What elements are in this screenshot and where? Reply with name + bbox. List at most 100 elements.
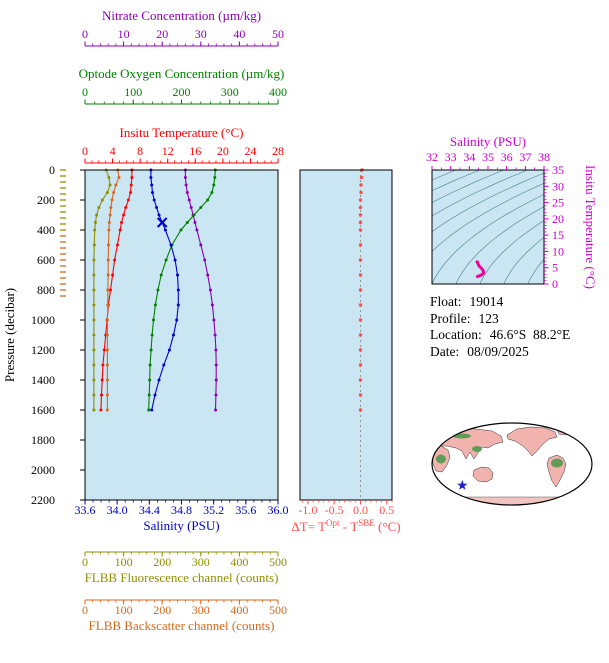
salinity-tick-label: 34.8 [171, 503, 192, 517]
nitrate-tick-label: 0 [82, 27, 88, 41]
ts-salinity-tick-label: 38 [538, 150, 550, 164]
oxygen-tick-label: 300 [221, 85, 239, 99]
continent [472, 466, 494, 483]
nitrate-profile-curve [183, 168, 218, 412]
temperature-tick-label: 28 [272, 144, 284, 158]
salinity-tick-label: 34.0 [107, 503, 128, 517]
ts-temperature-tick-label: 20 [552, 212, 564, 226]
nitrate-axis-title: Nitrate Concentration (µm/kg) [102, 8, 261, 23]
backscatter-profile-curve [105, 168, 121, 412]
map-outline [431, 422, 593, 506]
salinity-tick-label: 36.0 [268, 503, 289, 517]
delta-t-axis: -1.0 -0.5 0.0 0.5ΔT= TOpt - TSBE (°C) [291, 500, 401, 534]
world-map [431, 422, 593, 506]
backscatter-tick-label: 100 [115, 603, 133, 617]
vegetation-patch [436, 454, 446, 464]
vegetation-patch [472, 446, 482, 452]
ts-salinity-tick-label: 37 [519, 150, 531, 164]
pressure-tick-label: 600 [37, 253, 55, 267]
fluorescence-tick-label: 500 [269, 555, 287, 569]
pressure-axis-label: Pressure (decibar) [2, 288, 17, 382]
ts-curve [475, 260, 485, 278]
backscatter-tick-label: 400 [230, 603, 248, 617]
temperature-tick-label: 4 [110, 144, 116, 158]
location-info-line: Location: 46.6°S 88.2°E [430, 327, 570, 344]
ts-temperature-tick-label: 35 [552, 163, 564, 177]
ts-salinity-tick-label: 33 [445, 150, 457, 164]
pressure-tick-label: 1600 [31, 403, 55, 417]
temperature-tick-label: 16 [189, 144, 201, 158]
ts-temperature-tick-label: 10 [552, 244, 564, 258]
fluorescence-tick-label: 300 [192, 555, 210, 569]
oxygen-axis: 0 100 200 300 400 Optode Oxygen Concentration… [79, 66, 287, 105]
pressure-tick-label: 800 [37, 283, 55, 297]
delta-t-tick-label: 0.0 [353, 503, 368, 517]
float-value: 19014 [469, 294, 504, 309]
float-location-star [457, 479, 468, 490]
ts-salinity-axis-title: Salinity (PSU) [450, 134, 526, 149]
nitrate-axis: 0 10 20 30 40 50 Nitrate Concentration (µm/kg) [82, 8, 284, 47]
ts-temperature-tick-label: 15 [552, 228, 564, 242]
temperature-tick-label: 0 [82, 144, 88, 158]
location-value: 46.6°S 88.2°E [489, 327, 571, 342]
temperature-axis: 0 4 8 12 16 20 24 28 Insitu Temperature (°C) [82, 125, 284, 164]
temperature-tick-label: 12 [162, 144, 174, 158]
profile-value: 123 [478, 310, 499, 326]
ts-temperature-tick-label: 0 [552, 277, 558, 291]
salinity-axis-title: Salinity (PSU) [143, 518, 219, 533]
pressure-tick-label: 1200 [31, 343, 55, 357]
salinity-axis: 33.6 34.0 34.4 34.8 35.2 35.6 36.0 Salinity (PS… [75, 500, 289, 533]
ts-temperature-tick-label: 5 [552, 261, 558, 275]
backscatter-tick-label: 0 [82, 603, 88, 617]
continent [506, 426, 558, 457]
delta-t-plot-area [300, 170, 392, 500]
oxygen-tick-label: 100 [124, 85, 142, 99]
ts-salinity-tick-label: 36 [501, 150, 513, 164]
delta-t-frame [299, 169, 393, 501]
pressure-tick-label: 400 [37, 223, 55, 237]
vegetation-patch [551, 458, 563, 468]
oxygen-tick-label: 400 [269, 85, 287, 99]
fluorescence-tick-label: 0 [82, 555, 88, 569]
delta-t-scatter [358, 168, 364, 412]
pressure-tick-label: 2000 [31, 463, 55, 477]
pressure-tick-label: 0 [49, 163, 55, 177]
backscatter-tick-label: 200 [153, 603, 171, 617]
vegetation-patch [453, 433, 471, 439]
pressure-tick-label: 2200 [31, 493, 55, 507]
fluorescence-tick-label: 100 [115, 555, 133, 569]
ts-temperature-tick-label: 25 [552, 196, 564, 210]
pressure-tick-label: 1400 [31, 373, 55, 387]
pressure-tick-label: 1000 [31, 313, 55, 327]
date-info-line: Date: 08/09/2025 [430, 344, 570, 361]
fluorescence-profile-curve [92, 168, 112, 412]
ts-salinity-tick-label: 32 [426, 150, 438, 164]
ts-axes: 32 33 34 35 36 37 38 Salinity (PSU) 0 5 10 15 20 25 30… [426, 134, 598, 291]
nitrate-tick-label: 40 [233, 27, 245, 41]
profile-info-line: Profile: 123 [430, 311, 570, 328]
fluorescence-tick-label: 200 [153, 555, 171, 569]
ts-salinity-tick-label: 35 [482, 150, 494, 164]
main-plot-area [85, 170, 278, 500]
delta-t-tick-label: -0.5 [325, 503, 344, 517]
delta-t-axis-label: ΔT= TOpt - TSBE (°C) [291, 518, 400, 534]
ts-plot-area [432, 170, 544, 284]
temperature-profile-curve [99, 168, 134, 412]
temperature-tick-label: 20 [217, 144, 229, 158]
oxygen-axis-title: Optode Oxygen Concentration (µm/kg) [79, 66, 285, 81]
salinity-tick-label: 34.4 [139, 503, 160, 517]
backscatter-tick-label: 500 [269, 603, 287, 617]
float-info-line: Float: 19014 [430, 294, 570, 311]
ts-temperature-axis-label: Insitu Temperature (°C) [583, 165, 598, 289]
pressure-axis: 0 200 400 600 800 1000 1200 1400 1600 1800 2000 220… [2, 163, 85, 507]
nitrate-tick-label: 10 [118, 27, 130, 41]
ts-salinity-tick-label: 34 [463, 150, 475, 164]
oxygen-profile-curve [147, 168, 217, 412]
profile-label: Profile: [430, 310, 471, 326]
salinity-tick-label: 35.6 [235, 503, 256, 517]
float-info-block: Float: 19014 Profile: 123 Location: 46.6°S … [430, 294, 570, 360]
temperature-tick-label: 8 [137, 144, 143, 158]
pressure-tick-label: 200 [37, 193, 55, 207]
